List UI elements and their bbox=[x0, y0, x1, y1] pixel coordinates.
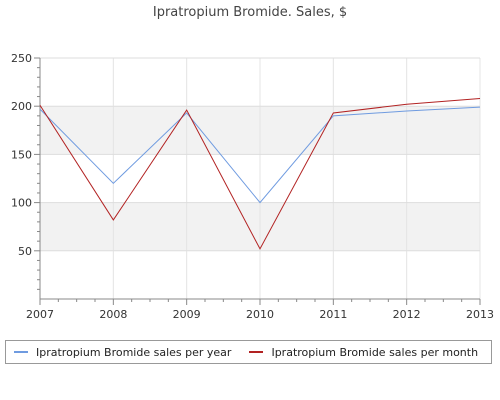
x-tick-label: 2009 bbox=[173, 308, 201, 321]
legend-swatch-per-month bbox=[249, 351, 264, 353]
y-axis-ticks: 50 100 150 200 250 bbox=[11, 52, 40, 290]
legend-swatch-per-year bbox=[14, 351, 28, 353]
x-tick-label: 2010 bbox=[246, 308, 274, 321]
x-tick-label: 2007 bbox=[26, 308, 54, 321]
legend-item-per-month[interactable]: Ipratropium Bromide sales per month bbox=[249, 346, 478, 359]
chart-title: Ipratropium Bromide. Sales, $ bbox=[152, 5, 348, 20]
legend-label-per-year: Ipratropium Bromide sales per year bbox=[36, 345, 232, 359]
legend-label-per-month: Ipratropium Bromide sales per month bbox=[271, 345, 479, 359]
legend-item-per-year[interactable]: Ipratropium Bromide sales per year bbox=[14, 346, 231, 359]
y-tick-label: 250 bbox=[11, 52, 32, 65]
legend: Ipratropium Bromide sales per year Iprat… bbox=[5, 340, 492, 364]
x-tick-label: 2008 bbox=[99, 308, 127, 321]
y-tick-label: 100 bbox=[11, 197, 32, 210]
x-tick-label: 2012 bbox=[393, 308, 421, 321]
y-tick-label: 50 bbox=[18, 245, 32, 258]
x-tick-label: 2011 bbox=[319, 308, 347, 321]
x-axis-ticks: 2007 2008 2009 2010 2011 2012 2013 bbox=[26, 299, 494, 321]
y-tick-label: 200 bbox=[11, 100, 32, 113]
horizontal-gridlines bbox=[40, 57, 480, 252]
series-line-0 bbox=[39, 106, 481, 204]
series-lines bbox=[39, 97, 481, 250]
vertical-gridlines bbox=[112, 58, 481, 299]
x-tick-label: 2013 bbox=[466, 308, 494, 321]
y-tick-label: 150 bbox=[11, 148, 32, 161]
series-line-1 bbox=[39, 97, 481, 250]
